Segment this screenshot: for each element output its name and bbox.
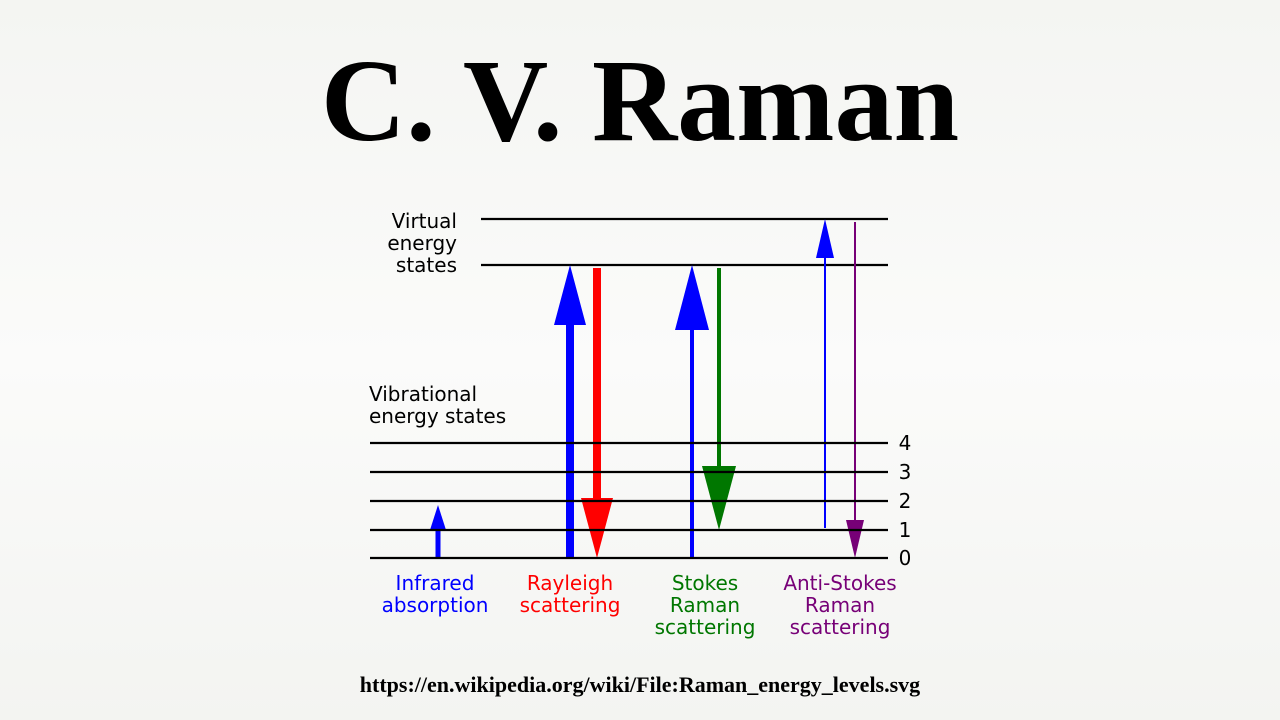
column-label: Anti-Stokes [783, 571, 896, 595]
virtual-levels [481, 217, 888, 267]
virtual-label: states [396, 253, 457, 277]
level-number: 1 [899, 518, 912, 542]
column-label: Raman [670, 593, 740, 617]
column-label: Infrared [396, 571, 475, 595]
level-number: 0 [899, 546, 912, 570]
virtual-label: Virtual [392, 209, 457, 233]
arrow-head [816, 219, 834, 258]
arrow-head [702, 466, 736, 530]
title: C. V. Raman [321, 35, 959, 166]
arrow-head [581, 498, 613, 558]
column-label: absorption [382, 593, 489, 617]
arrow-head [430, 505, 446, 530]
column-label: scattering [790, 615, 891, 639]
column-label: Raman [805, 593, 875, 617]
vibrational-label: energy states [369, 404, 506, 428]
virtual-label: energy [387, 231, 457, 255]
arrow-head [846, 520, 864, 558]
source-url: https://en.wikipedia.org/wiki/File:Raman… [360, 672, 920, 697]
level-number: 4 [899, 431, 912, 455]
column-label: Rayleigh [527, 571, 613, 595]
arrow-head [675, 265, 709, 330]
arrow-head [554, 265, 586, 325]
arrows [430, 219, 864, 558]
column-label: scattering [520, 593, 621, 617]
column-label: Stokes [672, 571, 738, 595]
level-number: 2 [899, 489, 912, 513]
level-number: 3 [899, 460, 912, 484]
column-label: scattering [655, 615, 756, 639]
vibrational-label: Vibrational [369, 382, 477, 406]
